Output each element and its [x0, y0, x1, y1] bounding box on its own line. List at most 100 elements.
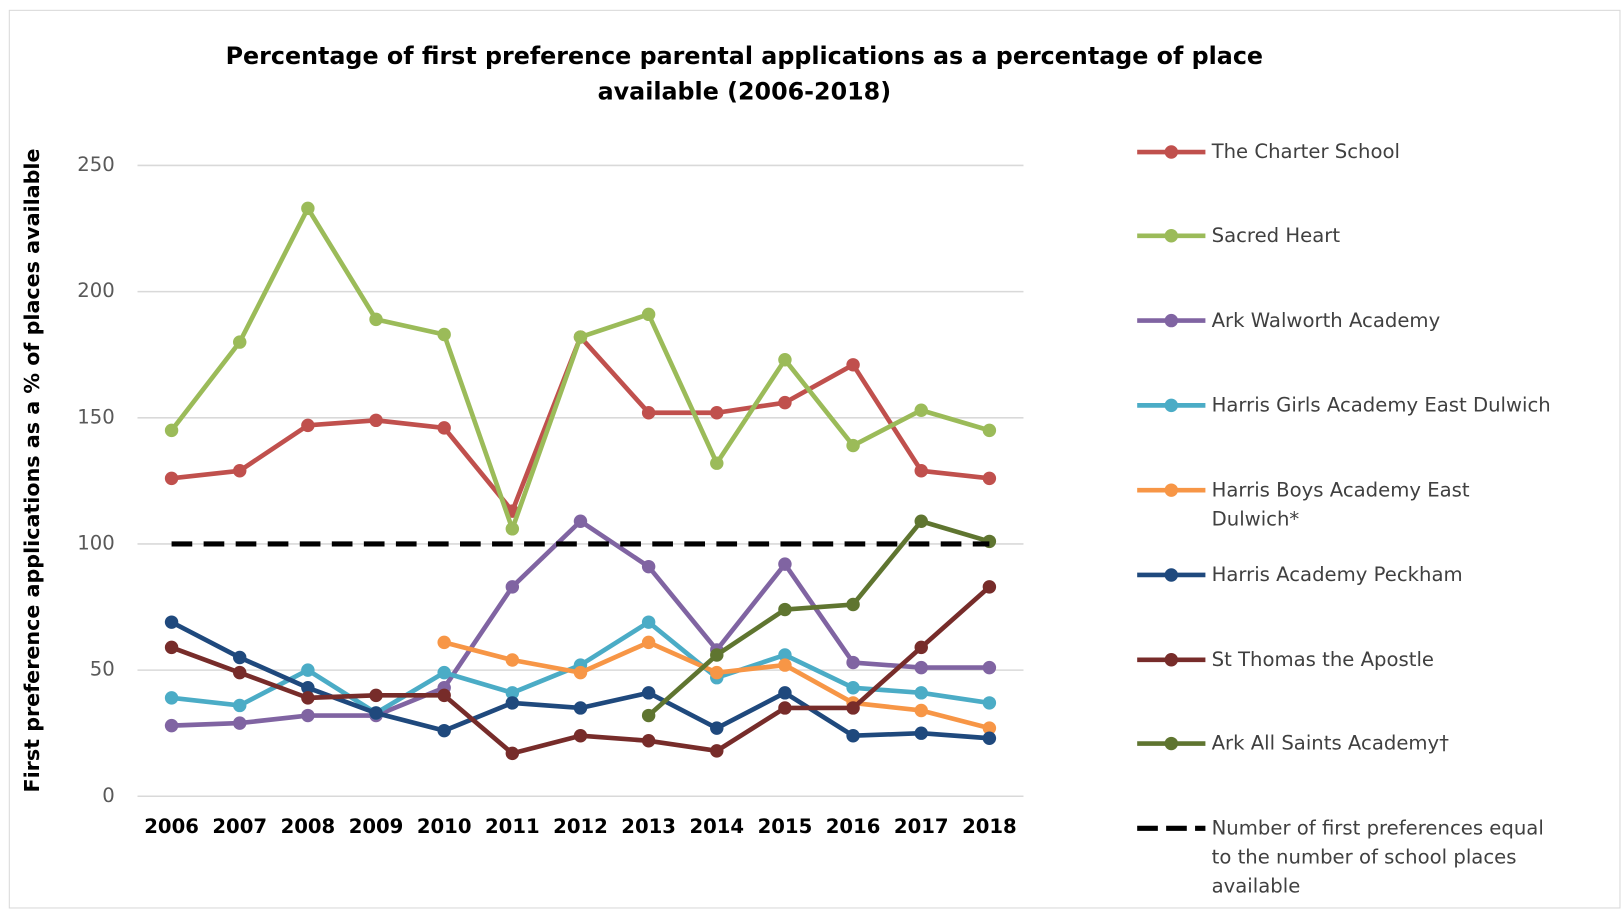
data-point	[982, 721, 997, 735]
data-point	[233, 650, 247, 665]
data-point	[778, 686, 792, 700]
data-point	[505, 522, 520, 536]
data-point	[301, 663, 315, 677]
data-point	[914, 640, 928, 655]
data-point	[846, 438, 860, 453]
data-point	[369, 706, 383, 720]
data-point	[164, 640, 179, 655]
x-tick-label: 2015	[758, 815, 813, 838]
data-point	[710, 406, 724, 420]
legend-label: St Thomas the Apostle	[1211, 648, 1435, 672]
data-point	[641, 307, 656, 322]
x-tick-label: 2014	[689, 815, 744, 838]
data-point	[778, 395, 792, 410]
chart-border	[8, 9, 1621, 909]
legend-marker	[1164, 483, 1179, 497]
series-group	[164, 580, 997, 761]
data-point	[641, 635, 656, 650]
legend-label: Harris Girls Academy East Dulwich	[1211, 394, 1551, 417]
chart-title: Percentage of first preference parental …	[225, 43, 1264, 106]
data-point	[369, 413, 383, 428]
data-point	[778, 658, 792, 672]
data-point	[164, 718, 179, 733]
data-point	[164, 691, 179, 705]
legend-label: Sacred Heart	[1211, 224, 1341, 248]
data-point	[505, 686, 520, 700]
data-point	[982, 580, 997, 594]
data-point	[710, 665, 724, 680]
series-group	[641, 514, 997, 723]
legend-label: The Charter School	[1211, 140, 1400, 164]
series-group	[437, 635, 997, 735]
data-point	[641, 406, 656, 420]
data-point	[301, 708, 315, 723]
x-tick-label: 2013	[621, 815, 676, 838]
data-point	[914, 660, 928, 675]
data-point	[846, 597, 860, 612]
data-point	[982, 696, 997, 710]
data-point	[369, 312, 383, 327]
legend-marker	[1164, 313, 1179, 328]
legend-item: Harris Girls Academy East Dulwich	[1211, 394, 1551, 417]
data-point	[846, 358, 860, 372]
data-point	[505, 580, 520, 594]
x-tick-label: 2017	[894, 815, 949, 838]
title-box: Percentage of first preference parental …	[225, 43, 1264, 106]
data-point	[437, 688, 451, 703]
legend-item: St Thomas the Apostle	[1211, 648, 1435, 672]
y-axis-label: First preference applications as a % of …	[20, 149, 44, 793]
legend-label: Ark All Saints Academy†	[1211, 732, 1450, 755]
data-point	[778, 557, 792, 571]
series-group	[164, 615, 997, 720]
data-point	[164, 471, 179, 486]
legend-item: Harris Boys Academy East Dulwich*	[1211, 478, 1470, 531]
data-point	[914, 403, 928, 417]
data-point	[641, 559, 656, 574]
data-point	[914, 514, 928, 528]
data-point	[710, 456, 724, 470]
data-point	[233, 335, 247, 349]
data-point	[301, 418, 315, 433]
legend-marker	[1164, 229, 1179, 243]
data-point	[641, 686, 656, 700]
x-tick-label: 2012	[553, 815, 608, 838]
y-tick-label: 100	[77, 531, 114, 554]
data-point	[846, 655, 860, 670]
data-point	[846, 681, 860, 695]
data-point	[301, 681, 315, 695]
legend-item: Sacred Heart	[1211, 224, 1341, 248]
data-point	[914, 464, 928, 478]
y-tick-label: 0	[102, 784, 114, 807]
legend-marker	[1164, 145, 1179, 159]
data-point	[573, 728, 588, 743]
x-tick-label: 2018	[962, 815, 1017, 838]
legend-item: Harris Academy Peckham	[1212, 564, 1463, 587]
legend-marker	[1164, 568, 1179, 582]
legend-marker	[1164, 398, 1179, 413]
x-tick-label: 2006	[144, 815, 199, 838]
x-tick-label: 2010	[417, 815, 472, 838]
data-point	[710, 648, 724, 662]
data-point	[233, 698, 247, 713]
legend-marker	[1164, 736, 1179, 751]
y-tick-label: 200	[77, 279, 114, 302]
data-point	[641, 734, 656, 748]
data-point	[710, 721, 724, 735]
legend-item: Ark Walworth Academy	[1212, 309, 1441, 332]
data-point	[301, 201, 315, 216]
data-point	[982, 471, 997, 486]
data-point	[914, 703, 928, 718]
data-point	[164, 615, 179, 629]
data-point	[914, 726, 928, 740]
data-point	[710, 744, 724, 758]
legend-label: Harris Boys Academy East Dulwich*	[1211, 478, 1470, 531]
data-point	[573, 330, 588, 344]
data-point	[982, 731, 997, 745]
data-point	[437, 327, 451, 342]
data-point	[505, 653, 520, 667]
data-point	[573, 701, 588, 715]
data-point	[233, 464, 247, 478]
y-tick-label: 50	[90, 658, 115, 681]
data-point	[505, 696, 520, 710]
